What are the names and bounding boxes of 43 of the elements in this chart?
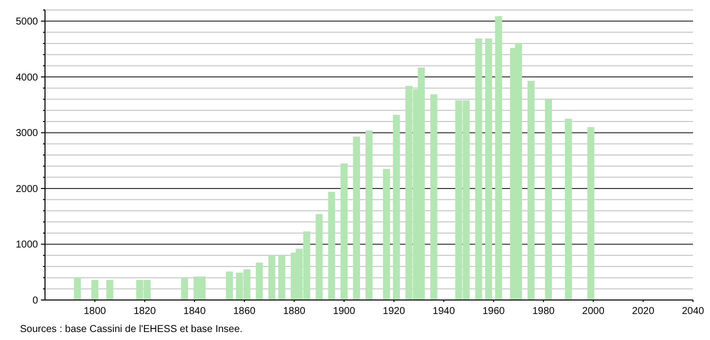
x-tick-label: 1940 [432,306,456,317]
x-tick-label: 1800 [84,306,106,317]
bar [392,114,400,300]
y-tick-label: 2000 [16,184,38,195]
bar [328,192,336,300]
x-tick-label: 1980 [532,306,556,317]
x-tick-label: 1960 [482,306,506,317]
bar [316,214,323,300]
bar [475,38,482,300]
bar [528,80,534,300]
bar [495,16,502,300]
bar [587,127,594,300]
bar [366,130,372,300]
bar [544,98,552,300]
bar [256,262,263,300]
y-tick-label: 1000 [16,240,38,251]
bar [278,255,286,300]
bar [353,136,360,300]
bar [74,278,81,300]
source-note: Sources : base Cassini de l'EHESS et base Insee. [20,324,243,335]
x-tick-label: 1840 [183,306,206,317]
bar [340,163,348,300]
y-tick-label: 0 [32,296,38,306]
bar [382,168,390,300]
x-tick-label: 1900 [332,306,356,317]
x-tick-label: 1880 [283,306,306,317]
bar [430,94,438,300]
y-tick-label: 5000 [16,16,38,28]
bar [226,272,233,300]
bar [181,278,188,300]
x-tick-label: 2040 [682,306,705,317]
bar [564,118,572,300]
bar [485,38,492,300]
bar [91,280,98,300]
x-tick-label: 2020 [632,306,655,317]
bar [268,255,276,300]
bar [106,280,114,300]
x-tick-label: 1920 [382,306,406,317]
x-tick-label: 1860 [233,306,256,317]
x-tick-label: 1820 [134,306,156,317]
x-tick-label: 2000 [582,306,605,317]
y-tick-label: 4000 [16,72,38,84]
y-tick-label: 3000 [16,128,38,140]
